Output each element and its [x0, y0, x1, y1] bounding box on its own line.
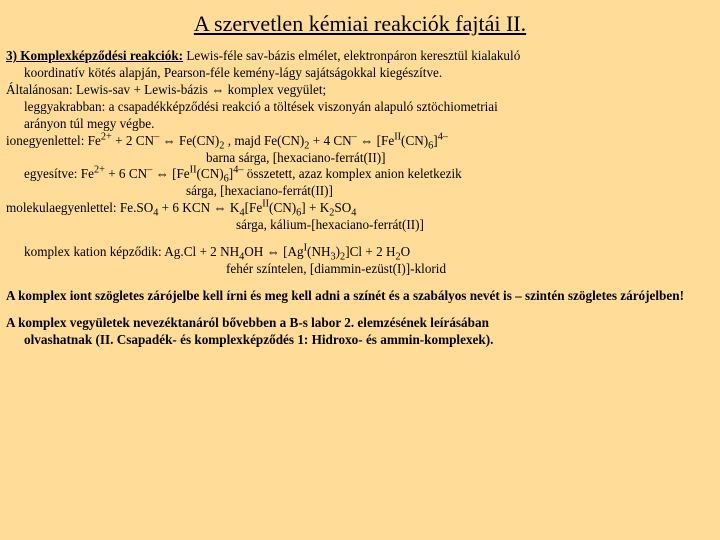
text: (CN)	[197, 166, 224, 181]
text: OH ⇔ [Ag	[244, 244, 303, 259]
text: Lewis-féle sav-bázis elmélet, elektronpá…	[183, 48, 520, 63]
spacer	[6, 278, 714, 288]
line-8: egyesítve: Fe2+ + 6 CN– ⇔ [FeII(CN)6]4– …	[6, 166, 714, 183]
text: (CN)	[269, 200, 296, 215]
text: ⇔ Fe(CN)	[159, 133, 219, 148]
line-2: koordinatív kötés alapján, Pearson-féle …	[6, 65, 714, 82]
text: ⇔ [Fe	[357, 133, 394, 148]
sup: 2+	[101, 131, 112, 142]
text: + 6 KCN ⇔ K	[158, 200, 239, 215]
text: [Fe	[245, 200, 263, 215]
line-15b: olvashatnak (II. Csapadék- és komplexkép…	[6, 332, 714, 349]
line-4: leggyakrabban: a csapadékképződési reakc…	[6, 99, 714, 116]
page-title: A szervetlen kémiai reakciók fajtái II.	[6, 10, 714, 38]
line-7: barna sárga, [hexaciano-ferrát(II)]	[6, 150, 714, 167]
spacer	[6, 234, 714, 244]
line-3: Általánosan: Lewis-sav + Lewis-bázis ⇔ k…	[6, 82, 714, 99]
line-12: komplex kation képződik: Ag.Cl + 2 NH4OH…	[6, 244, 714, 261]
text: ionegyenlettel: Fe	[6, 133, 101, 148]
line-11: sárga, kálium-[hexaciano-ferrát(II)]	[6, 217, 714, 234]
heading-3: 3) Komplexképződési reakciók:	[6, 48, 183, 63]
sup: 2+	[94, 165, 105, 176]
text: A komplex iont szögletes zárójelbe kell …	[6, 288, 684, 303]
sup: 4–	[438, 131, 448, 142]
sup: 4–	[233, 165, 243, 176]
line-15a: A komplex vegyületek nevezéktanáról bőve…	[6, 315, 714, 332]
text: SO	[334, 200, 351, 215]
text: , majd Fe(CN)	[224, 133, 304, 148]
text: komplex kation képződik: Ag.Cl + 2 NH	[24, 244, 239, 259]
text: O	[401, 244, 411, 259]
line-10: molekulaegyenlettel: Fe.SO4 + 6 KCN ⇔ K4…	[6, 200, 714, 217]
text: összetett, azaz komplex anion keletkezik	[243, 166, 461, 181]
text: ⇔ [Fe	[152, 166, 189, 181]
line-14: A komplex iont szögletes zárójelbe kell …	[6, 288, 714, 305]
text: molekulaegyenlettel: Fe.SO	[6, 200, 153, 215]
line-5: arányon túl megy végbe.	[6, 116, 714, 133]
line-1: 3) Komplexképződési reakciók: Lewis-féle…	[6, 48, 714, 65]
sup: II	[190, 165, 197, 176]
spacer	[6, 305, 714, 315]
text: + 2 CN	[112, 133, 154, 148]
text: egyesítve: Fe	[24, 166, 94, 181]
line-6: ionegyenlettel: Fe2+ + 2 CN– ⇔ Fe(CN)2 ,…	[6, 133, 714, 150]
text: (NH	[307, 244, 330, 259]
text: ]Cl + 2 H	[345, 244, 395, 259]
slide: A szervetlen kémiai reakciók fajtái II. …	[0, 0, 720, 354]
text: (CN)	[401, 133, 428, 148]
line-9: sárga, [hexaciano-ferrát(II)]	[6, 183, 714, 200]
text: + 6 CN	[105, 166, 147, 181]
line-13: fehér színtelen, [diammin-ezüst(I)]-klor…	[6, 261, 714, 278]
text: ] + K	[301, 200, 329, 215]
text: + 4 CN	[309, 133, 351, 148]
